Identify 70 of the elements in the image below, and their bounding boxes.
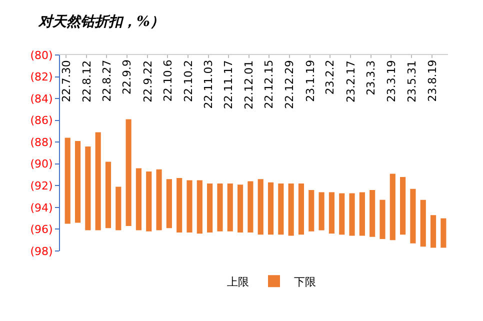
bar xyxy=(410,188,416,244)
y-tick-label: (94) xyxy=(30,201,53,214)
bar xyxy=(166,179,172,228)
bar xyxy=(95,132,101,230)
x-tick-label: 23.2.2 xyxy=(324,60,337,95)
bar xyxy=(400,176,406,235)
bar xyxy=(74,141,81,223)
bar xyxy=(116,186,122,230)
text: 上限 xyxy=(227,275,249,288)
x-tick-label: 22.10.6 xyxy=(162,60,175,102)
y-tick-label: (84) xyxy=(30,92,53,106)
x-tick-label: 22.8.12 xyxy=(80,60,94,102)
bar xyxy=(105,162,112,228)
bar xyxy=(186,180,192,232)
bar xyxy=(359,192,365,236)
y-tick-label: (80) xyxy=(30,48,53,62)
bar xyxy=(146,172,152,232)
bar xyxy=(258,179,264,235)
x-tick-label: 23.3.3 xyxy=(364,60,378,96)
bar xyxy=(420,200,426,247)
x-tick-label: 23.1.19 xyxy=(304,60,317,102)
legend-label: 下限 xyxy=(294,275,316,288)
x-tick-label: 22.12.29 xyxy=(283,60,296,110)
bar xyxy=(278,183,284,235)
bar xyxy=(370,190,376,237)
bar xyxy=(196,180,202,234)
x-tick-label: 22.12.01 xyxy=(242,60,256,110)
bar xyxy=(176,178,182,232)
y-tick-label: (82) xyxy=(30,70,53,84)
y-tick-label: (96) xyxy=(30,223,53,236)
bar xyxy=(308,190,314,232)
bar xyxy=(349,193,355,236)
x-tick-label: 22.9.9 xyxy=(120,60,134,95)
bar xyxy=(288,183,294,236)
chart-title: 对天然钴折扣，%） xyxy=(38,14,164,30)
bar xyxy=(248,181,254,232)
bar xyxy=(328,192,334,234)
bar xyxy=(268,182,274,235)
bar xyxy=(318,192,324,230)
x-tick-label: 23.5.31 xyxy=(405,60,418,102)
bar xyxy=(298,183,304,235)
x-tick-label: 22.11.03 xyxy=(202,60,215,109)
y-tick-label: (92) xyxy=(30,180,53,193)
bar xyxy=(156,169,162,230)
bar xyxy=(227,183,233,232)
y-tick-label: (88) xyxy=(30,136,53,149)
bar xyxy=(390,174,396,240)
bar xyxy=(136,168,142,230)
x-tick-label: 22.7.30 xyxy=(60,60,74,102)
y-tick-label: (86) xyxy=(30,114,53,128)
bar xyxy=(85,146,91,230)
bar xyxy=(207,183,213,232)
x-tick-label: 22.12.15 xyxy=(262,60,276,109)
x-tick-label: 22.8.27 xyxy=(100,60,114,102)
bar xyxy=(126,119,132,226)
bar xyxy=(64,138,70,224)
x-tick-label: 23.2.17 xyxy=(344,60,358,102)
bar xyxy=(217,183,223,232)
bar xyxy=(440,218,446,248)
x-tick-label: 22.11.17 xyxy=(222,60,236,110)
bar xyxy=(430,215,436,248)
y-tick-label: (90) xyxy=(30,158,53,171)
x-tick-label: 23.3.19 xyxy=(385,60,398,102)
y-tick-label: (98) xyxy=(30,244,53,258)
x-tick-label: 23.8.19 xyxy=(426,60,439,102)
x-tick-label: 22.10.2 xyxy=(182,60,195,102)
bar xyxy=(339,193,345,235)
x-tick-label: 22.9.22 xyxy=(141,60,154,102)
bar xyxy=(237,184,244,232)
bar xyxy=(380,200,386,240)
